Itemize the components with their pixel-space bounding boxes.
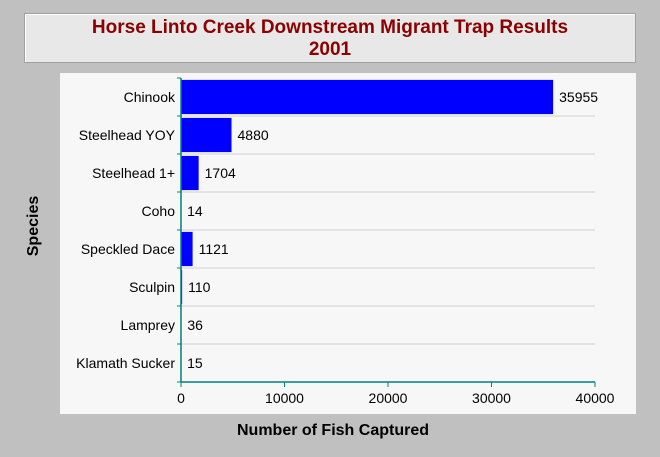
x-tick-label: 0 [177, 390, 185, 406]
bar [181, 79, 554, 115]
y-axis-label: Species [25, 195, 42, 257]
category-label: Sculpin [129, 279, 175, 295]
value-label: 1121 [199, 241, 229, 257]
category-label: Coho [142, 203, 176, 219]
value-label: 36 [187, 317, 203, 333]
value-label: 110 [188, 279, 211, 295]
plot-panel [60, 73, 636, 414]
bar [181, 231, 193, 267]
chart-subtitle: 2001 [308, 39, 352, 60]
value-label: 14 [187, 203, 203, 219]
category-label: Steelhead 1+ [92, 165, 175, 181]
category-label: Steelhead YOY [79, 127, 176, 143]
category-label: Speckled Dace [81, 241, 175, 257]
value-label: 15 [187, 355, 203, 371]
category-label: Lamprey [121, 317, 175, 333]
bar [181, 155, 199, 191]
chart-title-box: Horse Linto Creek Downstream Migrant Tra… [24, 13, 636, 63]
x-axis-label: Number of Fish Captured [236, 422, 429, 439]
value-label: 4880 [238, 127, 269, 143]
x-tick-label: 30000 [472, 390, 511, 406]
bar [181, 117, 232, 153]
category-label: Klamath Sucker [76, 355, 175, 371]
x-tick-label: 10000 [265, 390, 304, 406]
value-label: 1704 [205, 165, 236, 181]
category-label: Chinook [124, 89, 176, 105]
x-tick-label: 40000 [576, 390, 615, 406]
x-tick-label: 20000 [369, 390, 408, 406]
value-label: 35955 [559, 89, 598, 105]
chart-title: Horse Linto Creek Downstream Migrant Tra… [91, 17, 569, 38]
